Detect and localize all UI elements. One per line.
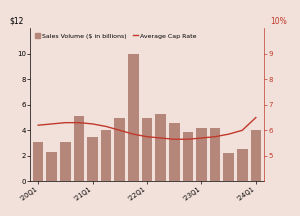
Bar [60,142,71,181]
Bar [250,130,261,181]
Bar [87,137,98,181]
Bar [169,123,179,181]
Bar [155,114,166,181]
Bar [142,118,152,181]
Bar [115,118,125,181]
Bar [33,142,44,181]
Bar [237,149,247,181]
Bar [46,152,57,181]
Bar [196,128,207,181]
Text: $12: $12 [10,17,24,26]
Legend: Sales Volume ($ in billions), Average Cap Rate: Sales Volume ($ in billions), Average Ca… [33,31,198,41]
Bar [182,132,193,181]
Bar [128,54,139,181]
Text: 10%: 10% [270,17,287,26]
Bar [74,116,84,181]
Bar [210,128,220,181]
Bar [101,130,112,181]
Bar [223,153,234,181]
